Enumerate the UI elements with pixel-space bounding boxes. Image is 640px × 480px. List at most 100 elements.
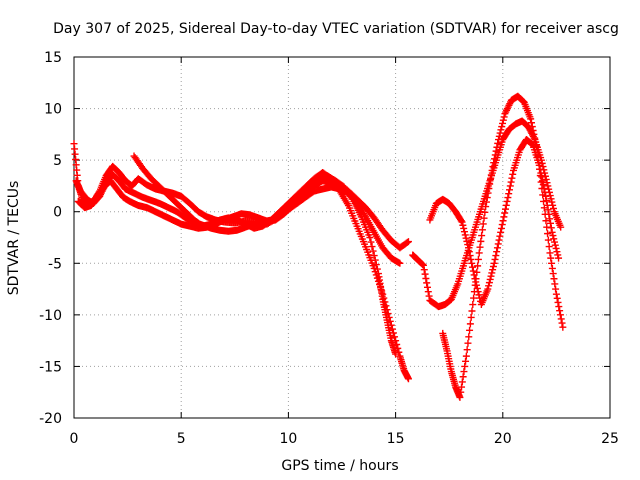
data-point-interp [543, 179, 551, 187]
data-point-interp [550, 275, 558, 283]
data-point-interp [496, 232, 504, 240]
data-point [482, 203, 490, 211]
data-point-interp [548, 264, 556, 272]
data-point-interp [493, 248, 501, 256]
data-point-interp [474, 255, 482, 263]
data-point [484, 285, 492, 293]
data-point [490, 259, 498, 267]
data-point-interp [389, 329, 397, 337]
data-point-interp [482, 198, 490, 206]
data-point-interp [485, 185, 493, 193]
data-point-interp [499, 217, 507, 225]
data-point-interp [383, 306, 391, 314]
data-point-interp [495, 236, 503, 244]
data-point-interp [470, 294, 478, 302]
data-point-interp [486, 275, 494, 283]
data-point-interp [539, 191, 547, 199]
data-point-interp [463, 237, 471, 245]
data-point-interp [542, 175, 550, 183]
data-point-interp [372, 261, 380, 269]
data-point [533, 146, 541, 154]
data-point-interp [551, 280, 559, 288]
data-point-interp [478, 226, 486, 234]
data-point-interp [425, 292, 433, 300]
data-point [366, 234, 374, 241]
data-point-interp [489, 266, 497, 274]
data-point [548, 228, 556, 236]
data-point-interp [460, 224, 468, 232]
data-point-interp [460, 368, 468, 376]
data-point-interp [469, 263, 477, 271]
data-point-interp [556, 311, 564, 319]
data-point-interp [466, 326, 474, 334]
data-point-interp [380, 294, 388, 302]
data-point-interp [492, 252, 500, 260]
data-point-interp [549, 270, 557, 278]
data-point-interp [536, 172, 544, 180]
data-point-interp [369, 247, 377, 255]
data-point-interp [463, 346, 471, 354]
data-point-interp [471, 281, 479, 289]
data-point-interp [542, 217, 550, 225]
data-point-interp [552, 244, 560, 252]
data-point-interp [491, 255, 499, 263]
data-point-interp [373, 274, 381, 282]
data-point [462, 352, 470, 360]
data-point-interp [476, 243, 484, 251]
data-point-interp [374, 277, 382, 285]
data-point [458, 218, 466, 226]
data-point-interp [509, 170, 517, 178]
data-point-interp [547, 254, 555, 262]
data-point-interp [555, 303, 563, 311]
data-point-interp [474, 262, 482, 270]
data-point-interp [504, 194, 512, 202]
data-point-interp [424, 288, 432, 296]
data-point-interp [486, 180, 494, 188]
data-point-interp [493, 143, 501, 151]
data-point [546, 249, 554, 257]
data-point-interp [527, 119, 535, 127]
data-point-interp [506, 182, 514, 190]
data-point-interp [385, 313, 393, 321]
chart-title: Day 307 of 2025, Sidereal Day-to-day VTE… [53, 21, 619, 37]
data-point-interp [554, 251, 562, 259]
data-point-interp [377, 284, 385, 292]
series-track-d [130, 152, 412, 383]
data-point-interp [470, 288, 478, 296]
data-point-interp [502, 201, 510, 209]
data-point-interp [532, 142, 540, 150]
data-point-interp [465, 333, 473, 341]
y-tick-label: -10 [39, 308, 62, 324]
data-point [540, 197, 548, 205]
data-point-interp [500, 213, 508, 221]
data-point [488, 166, 496, 174]
data-point [555, 254, 563, 262]
data-point-interp [499, 119, 507, 127]
y-tick-label: 15 [44, 50, 62, 66]
data-point-interp [495, 132, 503, 140]
data-point-interp [480, 214, 488, 222]
data-point [503, 197, 511, 205]
data-point-interp [483, 194, 491, 202]
series-track-g [439, 92, 567, 401]
data-point-interp [508, 174, 516, 182]
data-point-interp [420, 266, 428, 274]
data-point-interp [547, 195, 555, 203]
data-point-interp [477, 237, 485, 245]
data-point [464, 244, 472, 252]
data-point-interp [534, 152, 542, 160]
data-point [370, 264, 378, 272]
y-tick-label: -15 [39, 359, 62, 375]
data-point-interp [371, 268, 379, 276]
data-point-interp [457, 388, 465, 396]
data-point-interp [498, 123, 506, 131]
data-point-interp [541, 210, 549, 218]
data-point-interp [460, 228, 468, 236]
data-point-interp [475, 291, 483, 299]
data-point-interp [418, 260, 426, 268]
data-point-interp [423, 279, 431, 287]
data-point-interp [458, 378, 466, 386]
data-point-interp [505, 190, 513, 198]
data-point-interp [551, 241, 559, 249]
